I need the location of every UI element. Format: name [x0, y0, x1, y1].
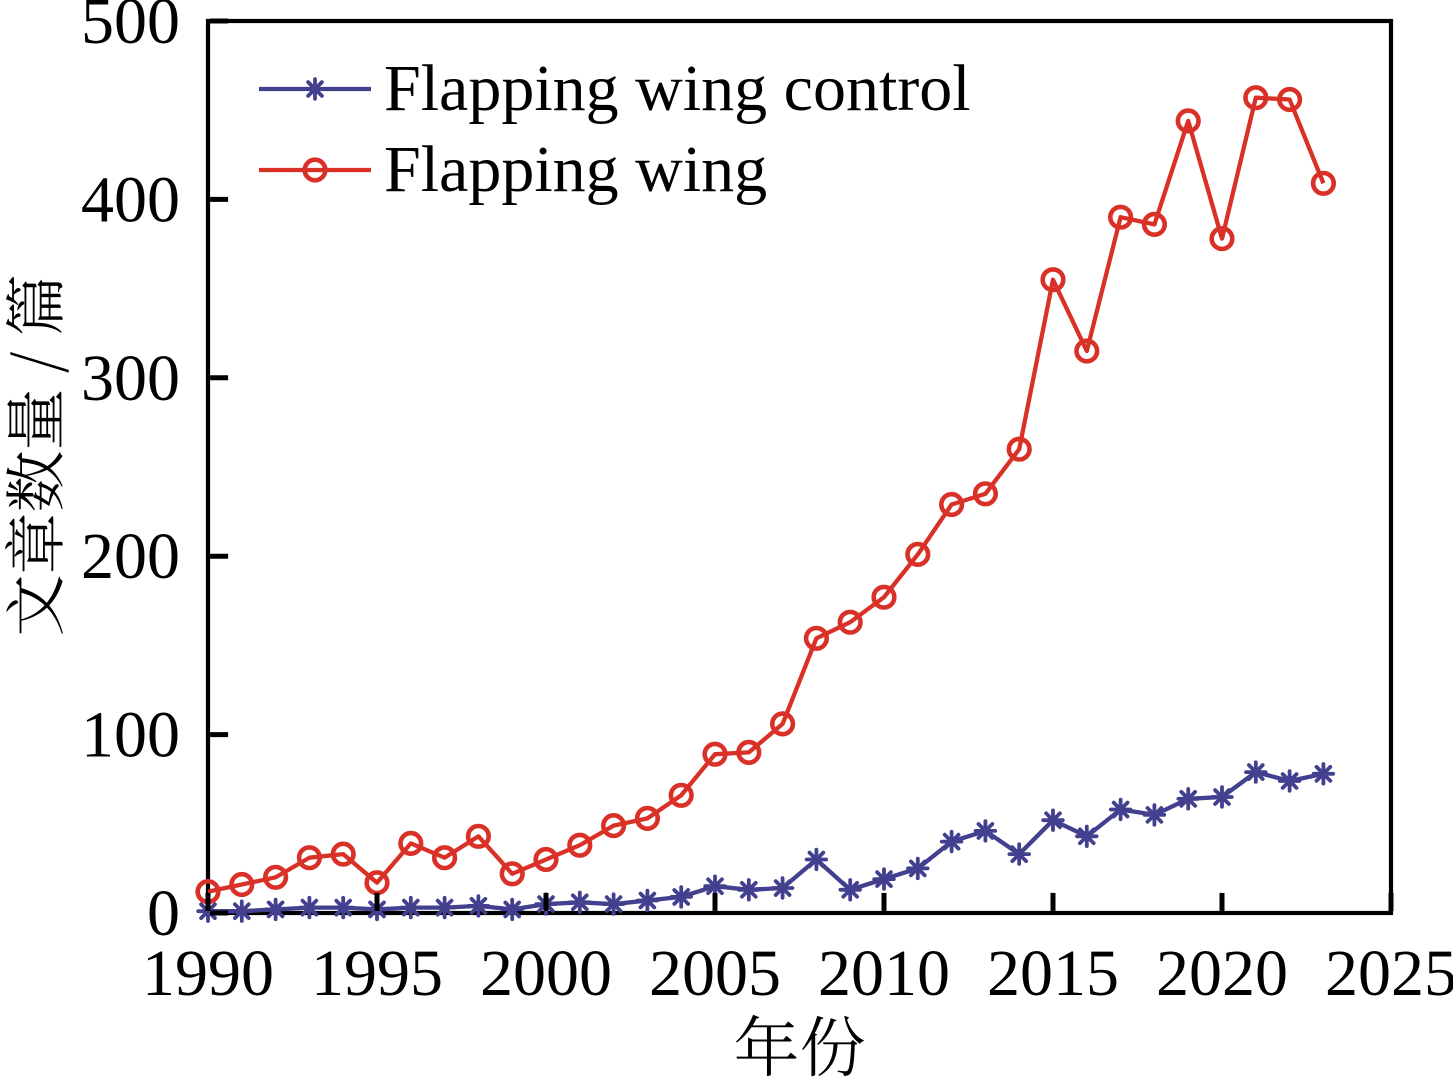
svg-text:1995: 1995: [311, 937, 443, 1010]
svg-text:100: 100: [81, 699, 180, 772]
svg-text:2020: 2020: [1156, 937, 1288, 1010]
svg-text:200: 200: [81, 520, 180, 593]
svg-text:2000: 2000: [480, 937, 612, 1010]
svg-text:2005: 2005: [649, 937, 781, 1010]
svg-text:0: 0: [147, 877, 180, 950]
svg-text:Flapping wing: Flapping wing: [384, 133, 767, 206]
svg-text:1990: 1990: [142, 937, 274, 1010]
svg-text:400: 400: [81, 163, 180, 236]
svg-text:2010: 2010: [818, 937, 950, 1010]
svg-text:Flapping wing control: Flapping wing control: [384, 52, 971, 125]
svg-text:300: 300: [81, 342, 180, 415]
svg-text:2025: 2025: [1325, 937, 1453, 1010]
svg-text:2015: 2015: [987, 937, 1119, 1010]
svg-text:500: 500: [81, 0, 180, 58]
